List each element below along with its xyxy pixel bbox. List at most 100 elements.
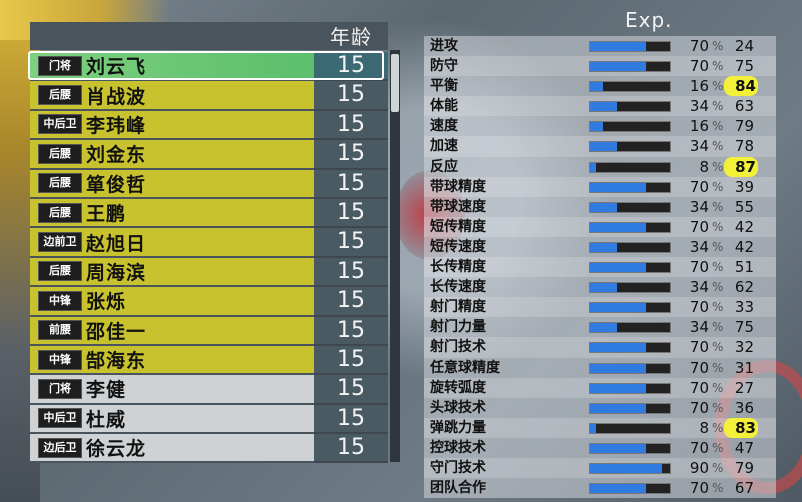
stat-name: 进攻 bbox=[430, 38, 458, 54]
player-row[interactable]: 后腰 王鹏 15 bbox=[30, 198, 388, 229]
percent-sign: % bbox=[712, 340, 724, 355]
player-row[interactable]: 边前卫 赵旭日 15 bbox=[30, 228, 388, 258]
position-badge: 门将 bbox=[38, 55, 82, 76]
player-name-cell[interactable]: 后腰 王鹏 bbox=[30, 198, 314, 229]
stat-row: 旋转弧度 70% 27 bbox=[424, 377, 776, 398]
stat-value: 70 bbox=[689, 217, 709, 236]
player-row[interactable]: 中后卫 李玮峰 15 bbox=[30, 110, 388, 141]
player-name-cell[interactable]: 门将 刘云飞 bbox=[30, 52, 314, 82]
stat-name: 长传速度 bbox=[430, 279, 486, 296]
stat-bar-fill bbox=[590, 383, 646, 393]
stat-value: 16 bbox=[689, 77, 709, 96]
stat-exp: 51 bbox=[734, 258, 754, 277]
player-name: 张烁 bbox=[86, 291, 127, 314]
stat-row: 带球速度 34% 55 bbox=[424, 197, 776, 217]
position-badge: 前腰 bbox=[38, 320, 82, 341]
stat-exp: 36 bbox=[734, 398, 754, 417]
player-row[interactable]: 后腰 周海滨 15 bbox=[30, 257, 388, 288]
stat-exp: 32 bbox=[734, 338, 754, 357]
player-name-cell[interactable]: 前腰 邵佳一 bbox=[30, 316, 314, 346]
position-badge: 中锋 bbox=[38, 290, 82, 311]
player-row[interactable]: 后腰 刘金东 15 bbox=[30, 140, 388, 170]
player-name-cell[interactable]: 边前卫 赵旭日 bbox=[30, 228, 314, 258]
stat-name: 射门技术 bbox=[430, 339, 486, 356]
player-row[interactable]: 后腰 肖战波 15 bbox=[30, 81, 388, 111]
stat-bar-fill bbox=[590, 403, 646, 413]
player-list-header bbox=[30, 22, 315, 50]
player-age: 15 bbox=[314, 52, 388, 82]
stat-value: 70 bbox=[689, 258, 709, 277]
player-row[interactable]: 后腰 箪俊哲 15 bbox=[30, 169, 388, 199]
stat-row: 团队合作 70% 67 bbox=[424, 478, 776, 498]
player-row[interactable]: 中锋 郜海东 15 bbox=[30, 345, 388, 376]
stat-value: 34 bbox=[689, 97, 709, 116]
stat-value: 70 bbox=[689, 398, 709, 417]
stat-row: 长传精度 70% 51 bbox=[424, 257, 776, 278]
player-age: 15 bbox=[314, 228, 388, 258]
player-name-cell[interactable]: 门将 李健 bbox=[30, 375, 314, 405]
stat-bar bbox=[589, 342, 671, 354]
stat-name: 任意球精度 bbox=[430, 359, 500, 376]
stat-bar-fill bbox=[590, 484, 646, 494]
player-row[interactable]: 门将 刘云飞 15 bbox=[30, 52, 388, 82]
stat-name: 带球精度 bbox=[430, 178, 486, 195]
stat-value: 16 bbox=[689, 117, 709, 136]
player-age: 15 bbox=[314, 316, 388, 346]
player-name-cell[interactable]: 后腰 肖战波 bbox=[30, 81, 314, 111]
stat-bar bbox=[589, 41, 671, 52]
stat-name: 平衡 bbox=[430, 78, 458, 95]
position-badge: 门将 bbox=[38, 378, 82, 399]
player-name-cell[interactable]: 中锋 郜海东 bbox=[30, 345, 314, 376]
stat-bar-fill bbox=[590, 242, 618, 252]
stat-row: 平衡 16% 84 bbox=[424, 76, 776, 97]
player-name: 徐云龙 bbox=[86, 438, 147, 461]
position-badge: 后腰 bbox=[38, 85, 82, 106]
position-badge: 后腰 bbox=[38, 202, 82, 223]
stat-value: 34 bbox=[689, 318, 709, 337]
percent-sign: % bbox=[712, 219, 724, 234]
player-row[interactable]: 前腰 邵佳一 15 bbox=[30, 316, 388, 346]
stat-name: 射门力量 bbox=[430, 319, 486, 336]
stat-exp: 79 bbox=[734, 117, 754, 136]
stat-bar-fill bbox=[590, 82, 603, 92]
player-name-cell[interactable]: 后腰 周海滨 bbox=[30, 257, 314, 288]
player-name-cell[interactable]: 边后卫 徐云龙 bbox=[30, 434, 314, 464]
percent-sign: % bbox=[712, 119, 724, 134]
stat-value: 70 bbox=[689, 37, 709, 55]
stat-row: 加速 34% 78 bbox=[424, 136, 776, 157]
player-row[interactable]: 门将 李健 15 bbox=[30, 375, 388, 405]
percent-sign: % bbox=[712, 199, 724, 214]
scrollbar-thumb[interactable] bbox=[391, 54, 399, 112]
player-list-scrollbar[interactable] bbox=[390, 50, 400, 462]
stat-bar bbox=[589, 483, 671, 495]
stat-value: 34 bbox=[689, 137, 709, 156]
player-row[interactable]: 边后卫 徐云龙 15 bbox=[30, 434, 388, 464]
player-age: 15 bbox=[314, 257, 388, 288]
stat-exp: 79 bbox=[734, 458, 754, 477]
player-name-cell[interactable]: 中后卫 杜威 bbox=[30, 404, 314, 435]
stat-bar-fill bbox=[590, 423, 597, 433]
stat-bar bbox=[589, 402, 671, 414]
player-name-cell[interactable]: 中后卫 李玮峰 bbox=[30, 110, 314, 141]
stat-bar-fill bbox=[590, 363, 646, 373]
stat-bar bbox=[589, 201, 671, 213]
stat-bar-fill bbox=[590, 122, 603, 132]
position-badge: 中后卫 bbox=[38, 114, 82, 135]
stat-bar bbox=[589, 362, 671, 374]
stat-row: 弹跳力量 8% 83 bbox=[424, 417, 776, 438]
percent-sign: % bbox=[712, 239, 724, 254]
player-row[interactable]: 中锋 张烁 15 bbox=[30, 287, 388, 317]
stat-row: 控球技术 70% 47 bbox=[424, 438, 776, 458]
stat-exp: 39 bbox=[734, 177, 754, 196]
stat-bar-fill bbox=[590, 162, 597, 172]
stat-value: 70 bbox=[689, 177, 709, 196]
percent-sign: % bbox=[712, 380, 724, 395]
player-name-cell[interactable]: 后腰 刘金东 bbox=[30, 140, 314, 170]
player-name-cell[interactable]: 中锋 张烁 bbox=[30, 287, 314, 317]
player-name-cell[interactable]: 后腰 箪俊哲 bbox=[30, 169, 314, 199]
player-row[interactable]: 中后卫 杜威 15 bbox=[30, 404, 388, 435]
stat-exp: 62 bbox=[734, 278, 754, 297]
position-badge: 中锋 bbox=[38, 349, 82, 370]
player-name: 刘金东 bbox=[86, 144, 147, 167]
stat-bar-fill bbox=[590, 263, 646, 273]
